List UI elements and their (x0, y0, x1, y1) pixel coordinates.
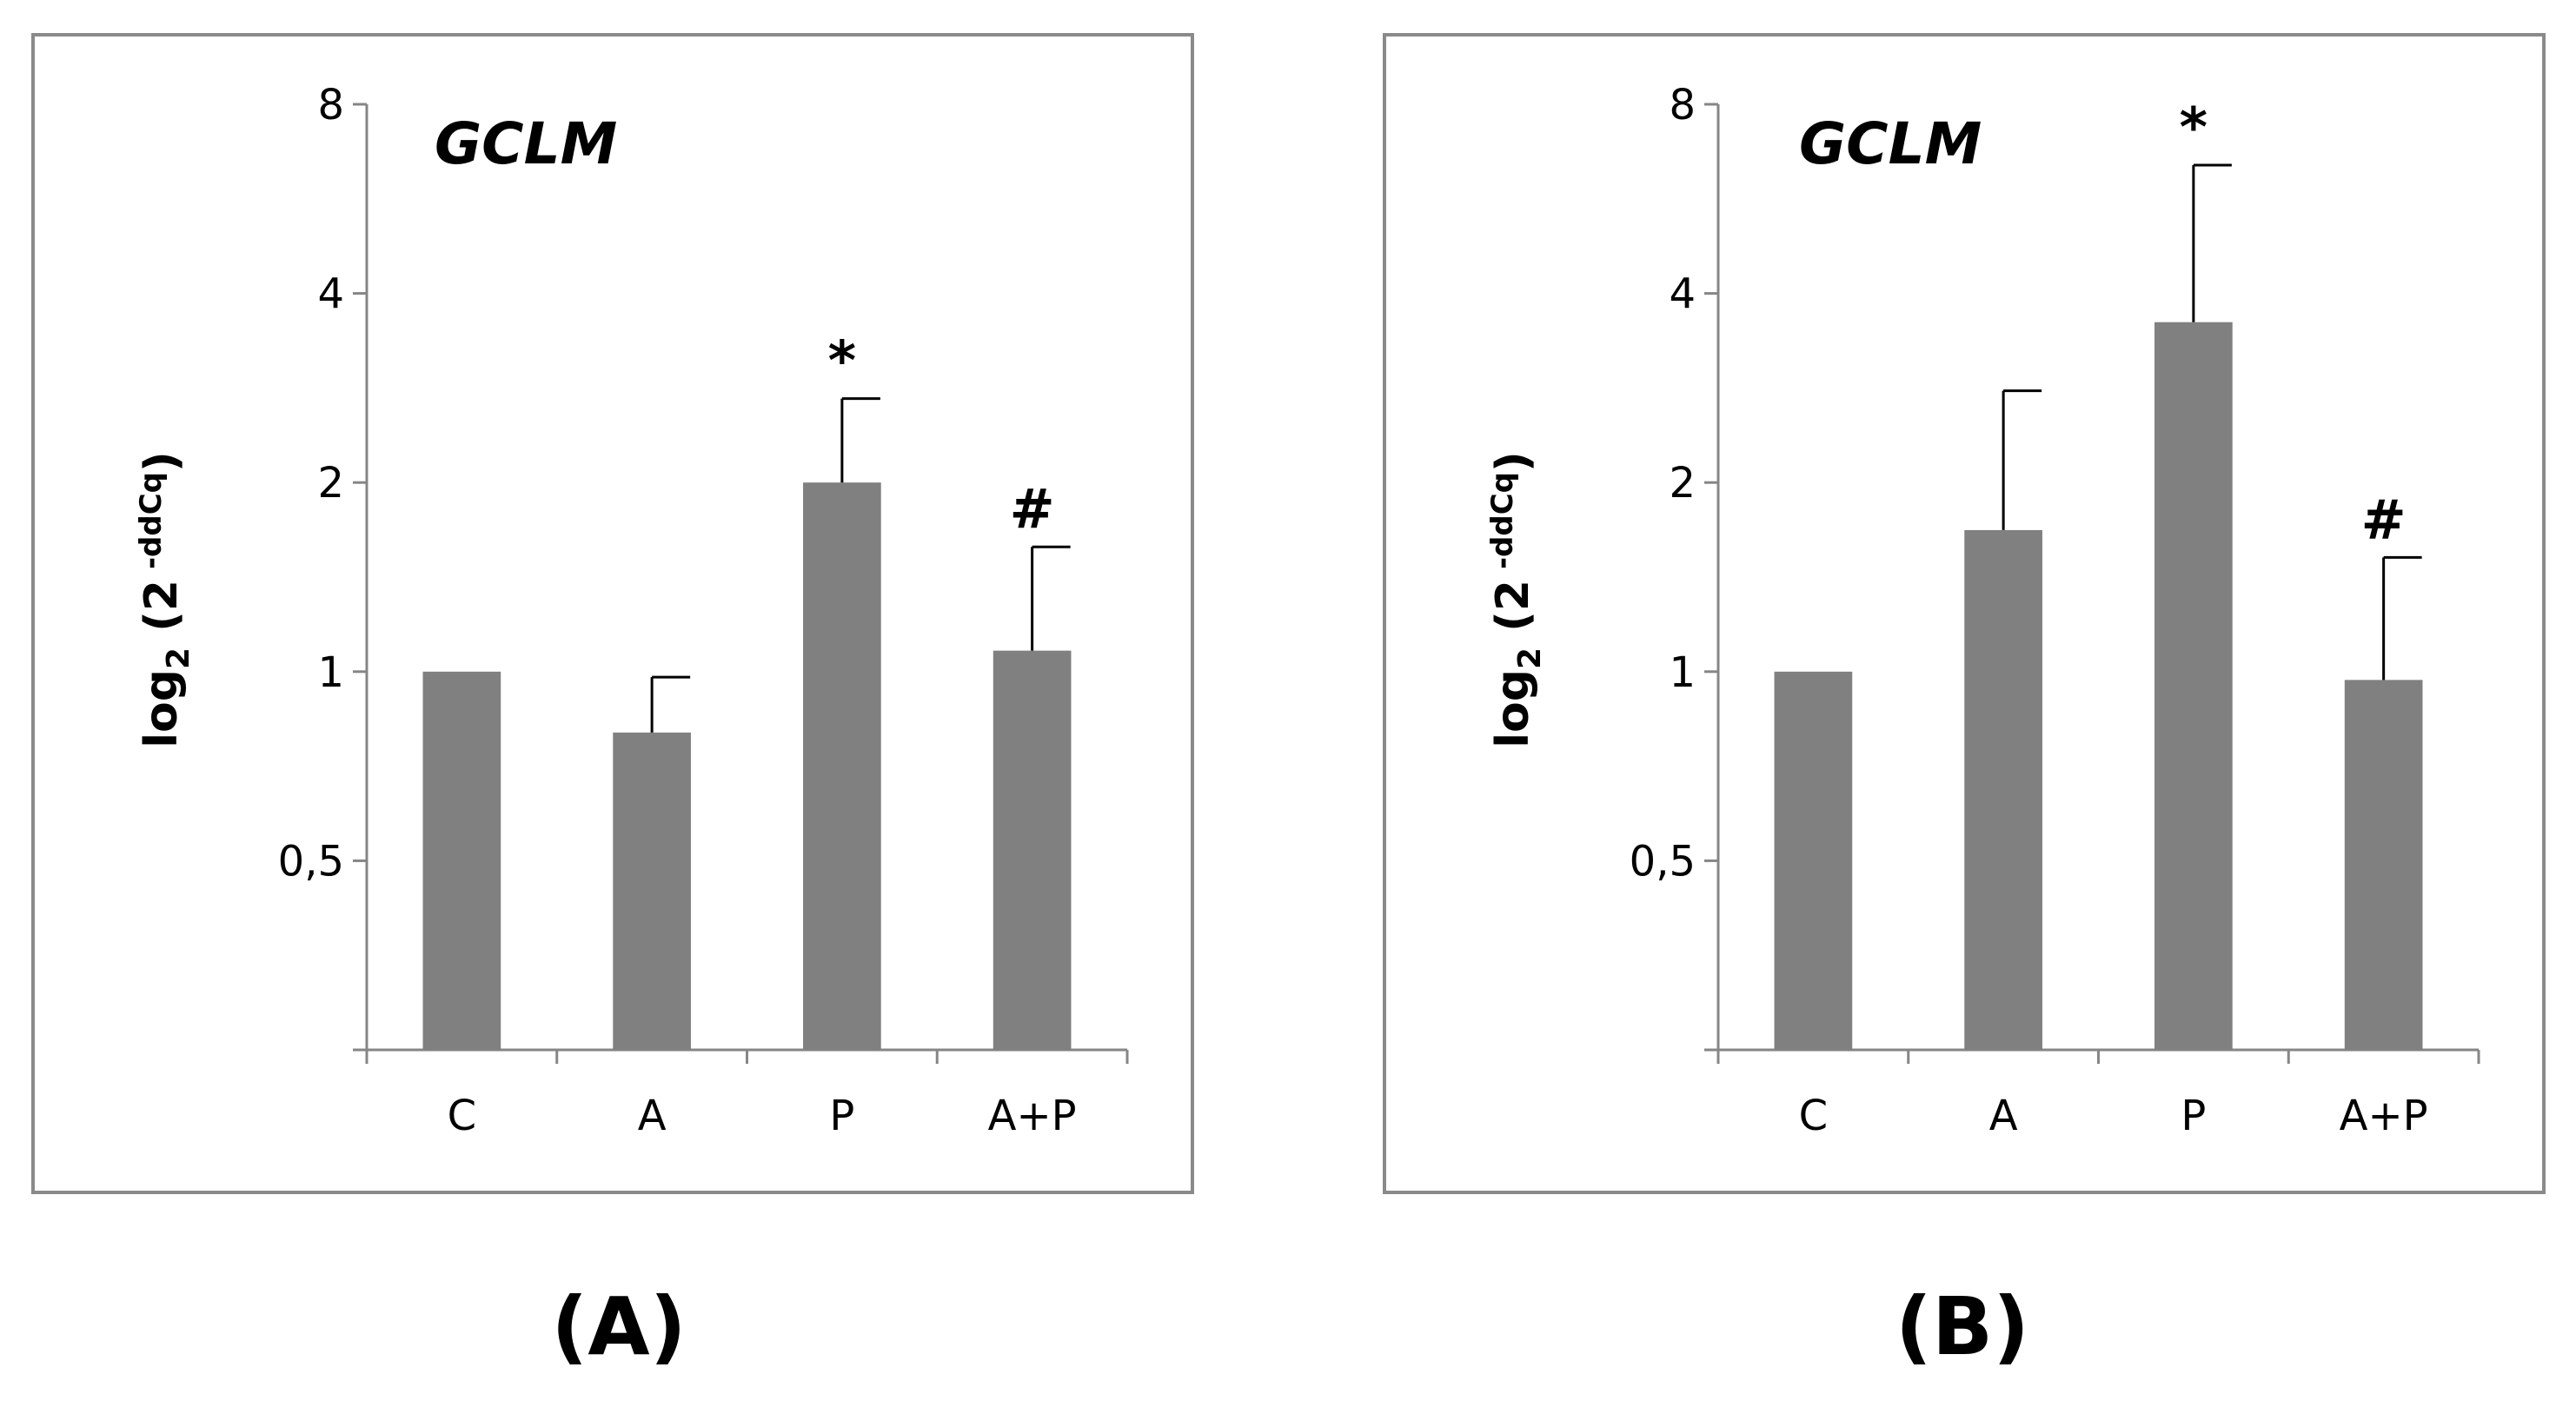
panel-label: (B) (1895, 1280, 2029, 1373)
panel-a: GCLM log2 (2 -ddCq) 0,5 1 2 4 8 C A P * A+P # (A) (31, 33, 1194, 1373)
bar-A+P (2344, 680, 2423, 1050)
y-tick-label: 4 (1669, 270, 1696, 319)
y-tick-label: 8 (317, 81, 344, 129)
y-tick-label: 1 (1669, 648, 1696, 697)
x-tick-label: P (2181, 1092, 2206, 1140)
y-axis-label: log2 (2 -ddCq) (1485, 451, 1548, 748)
significance-marker: # (1010, 477, 1055, 541)
bar-A (613, 732, 691, 1050)
y-tick-label: 1 (317, 648, 344, 697)
significance-marker: # (2361, 488, 2407, 551)
panel-label: (A) (551, 1280, 686, 1373)
y-axis-label: log2 (2 -ddCq) (134, 451, 196, 748)
bar-C (1774, 671, 1853, 1050)
plot-area: 0,5 1 2 4 8 C A P * A+P # (278, 81, 1129, 1140)
bar-P (2154, 322, 2233, 1050)
bar-C (422, 671, 501, 1050)
significance-marker: * (828, 329, 856, 393)
x-tick-label: C (448, 1092, 477, 1140)
plot-area: 0,5 1 2 4 8 C A P * A+P # (1630, 81, 2480, 1140)
x-tick-label: A+P (988, 1092, 1077, 1140)
bar-P (803, 482, 881, 1050)
panel-b: GCLM log2 (2 -ddCq) 0,5 1 2 4 8 C A P * A+P # (B) (1383, 33, 2546, 1373)
x-tick-label: A+P (2340, 1092, 2428, 1140)
x-tick-label: P (829, 1092, 854, 1140)
x-tick-label: C (1799, 1092, 1829, 1140)
y-tick-label: 2 (317, 459, 344, 508)
bar-A (1964, 529, 2042, 1050)
y-tick-label: 8 (1669, 81, 1696, 129)
chart-title: GCLM (435, 110, 617, 177)
x-tick-label: A (1989, 1092, 2018, 1140)
x-tick-label: A (638, 1092, 667, 1140)
y-tick-label: 2 (1669, 459, 1696, 508)
y-tick-label: 4 (317, 270, 344, 319)
significance-marker: * (2180, 96, 2208, 159)
bar-A+P (993, 650, 1072, 1050)
y-tick-label: 0,5 (1630, 837, 1696, 886)
y-tick-label: 0,5 (278, 837, 344, 886)
chart-title: GCLM (1799, 110, 1982, 177)
